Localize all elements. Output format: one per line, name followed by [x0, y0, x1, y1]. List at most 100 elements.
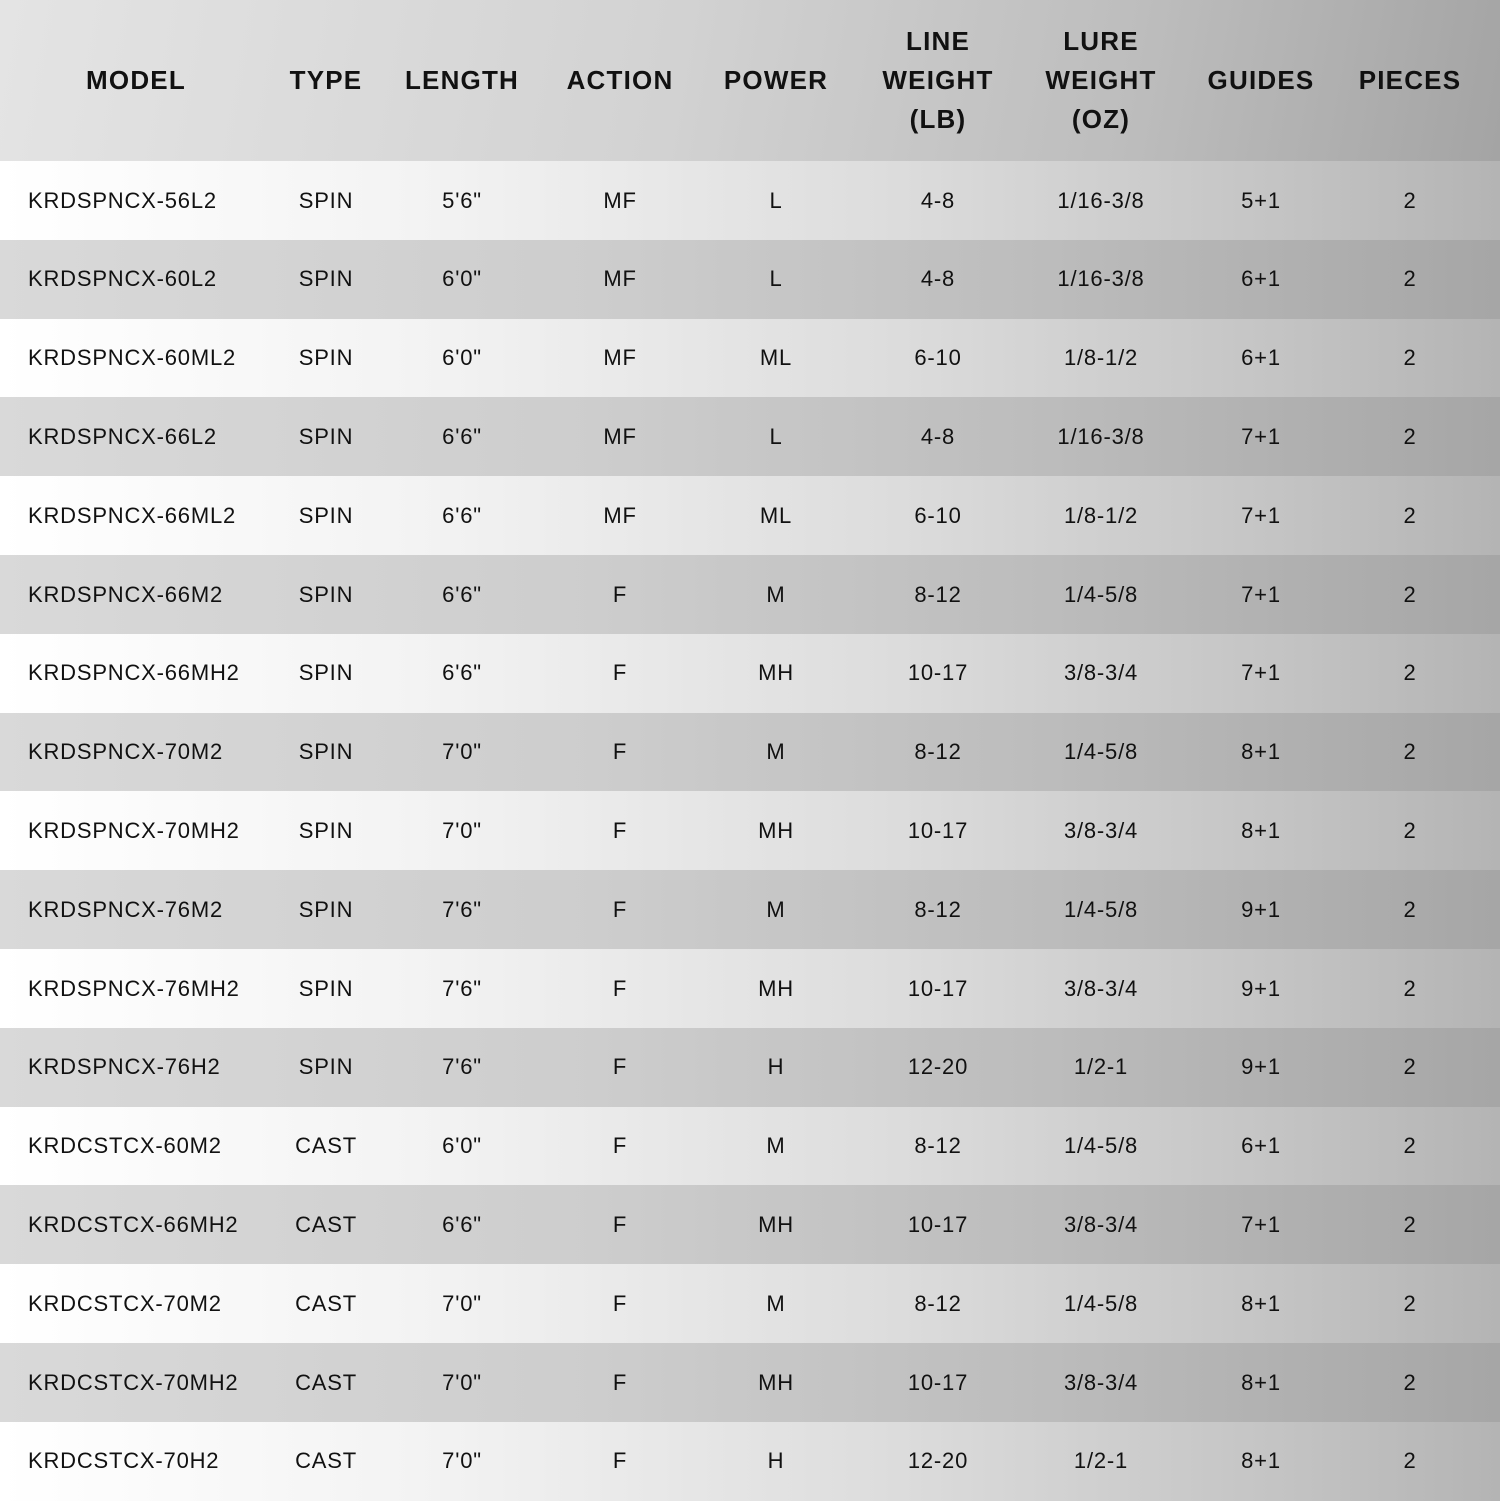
cell-length: 7'6": [442, 1054, 482, 1080]
table-row: KRDCSTCX-70MH2 CAST 7'0" F MH 10-17 3/8-3/4 8+1…: [0, 1343, 1500, 1422]
cell-power: M: [766, 1290, 786, 1316]
cell-type: SPIN: [298, 581, 354, 607]
cell-model: KRDCSTCX-66MH2: [28, 1211, 239, 1237]
cell-model: KRDSPNCX-66MH2: [28, 660, 240, 686]
cell-length: 6'6": [442, 1211, 482, 1237]
column-header-guides: GUIDES: [1207, 65, 1315, 95]
cell-type: SPIN: [298, 345, 354, 371]
cell-lure-weight: 1/16-3/8: [1057, 423, 1145, 449]
cell-type: SPIN: [298, 187, 354, 213]
cell-length: 6'6": [442, 660, 482, 686]
cell-model: KRDSPNCX-66L2: [28, 423, 217, 449]
cell-line-weight: 8-12: [914, 1133, 962, 1159]
cell-lure-weight: 1/2-1: [1073, 1448, 1129, 1474]
table-row: KRDSPNCX-66L2 SPIN 6'6" MF L 4-8 1/16-3/8 7+1 2: [0, 397, 1500, 477]
table-row: KRDSPNCX-70MH2 SPIN 7'0" F MH 10-17 3/8-3/4 8+1…: [0, 791, 1500, 871]
cell-type: SPIN: [298, 423, 354, 449]
cell-guides: 8+1: [1241, 1369, 1281, 1395]
cell-power: H: [767, 1448, 785, 1474]
cell-line-weight: 10-17: [907, 817, 969, 843]
cell-action: MF: [603, 345, 637, 371]
cell-length: 6'6": [442, 581, 482, 607]
column-header-length: LENGTH: [404, 65, 520, 95]
cell-model: KRDCSTCX-70M2: [28, 1290, 222, 1316]
cell-power: L: [769, 187, 783, 213]
cell-action: F: [612, 975, 628, 1001]
cell-line-weight: 10-17: [907, 975, 969, 1001]
cell-lure-weight: 1/4-5/8: [1063, 1133, 1139, 1159]
cell-guides: 8+1: [1241, 739, 1281, 765]
cell-line-weight: 12-20: [907, 1054, 969, 1080]
cell-lure-weight: 1/2-1: [1073, 1054, 1129, 1080]
cell-guides: 8+1: [1241, 817, 1281, 843]
cell-action: F: [612, 1369, 628, 1395]
cell-model: KRDSPNCX-60ML2: [28, 345, 237, 371]
cell-line-weight: 12-20: [907, 1448, 969, 1474]
cell-line-weight: 6-10: [914, 345, 962, 371]
cell-model: KRDCSTCX-70MH2: [28, 1369, 239, 1395]
cell-power: MH: [758, 1369, 794, 1395]
cell-line-weight: 6-10: [914, 502, 962, 528]
cell-guides: 6+1: [1241, 1133, 1281, 1159]
cell-action: MF: [603, 423, 637, 449]
cell-length: 7'6": [442, 975, 482, 1001]
column-header-model: MODEL: [86, 65, 186, 95]
cell-action: F: [612, 1448, 628, 1474]
cell-type: CAST: [295, 1290, 357, 1316]
cell-guides: 9+1: [1241, 896, 1281, 922]
cell-pieces: 2: [1403, 1448, 1417, 1474]
table-row: KRDSPNCX-76M2 SPIN 7'6" F M 8-12 1/4-5/8 9+1 2: [0, 870, 1500, 950]
cell-line-weight: 8-12: [914, 1290, 962, 1316]
cell-length: 6'0": [442, 1133, 482, 1159]
cell-type: SPIN: [298, 660, 354, 686]
cell-pieces: 2: [1403, 1133, 1417, 1159]
cell-guides: 7+1: [1241, 423, 1281, 449]
cell-model: KRDCSTCX-60M2: [28, 1133, 222, 1159]
cell-power: MH: [758, 975, 794, 1001]
cell-line-weight: 4-8: [920, 187, 956, 213]
column-header-type: TYPE: [289, 65, 363, 95]
cell-length: 6'0": [442, 345, 482, 371]
cell-model: KRDSPNCX-76MH2: [28, 975, 240, 1001]
cell-action: F: [612, 1054, 628, 1080]
cell-type: SPIN: [298, 739, 354, 765]
cell-lure-weight: 1/16-3/8: [1057, 187, 1145, 213]
cell-pieces: 2: [1403, 1211, 1417, 1237]
cell-power: M: [766, 739, 786, 765]
cell-guides: 7+1: [1241, 1211, 1281, 1237]
cell-action: F: [612, 660, 628, 686]
table-row: KRDSPNCX-66ML2 SPIN 6'6" MF ML 6-10 1/8-1/2 7+1…: [0, 476, 1500, 556]
cell-power: M: [766, 581, 786, 607]
cell-action: F: [612, 896, 628, 922]
cell-guides: 6+1: [1241, 266, 1281, 292]
table-row: KRDCSTCX-70M2 CAST 7'0" F M 8-12 1/4-5/8 8+1 2: [0, 1264, 1500, 1344]
cell-guides: 7+1: [1241, 581, 1281, 607]
cell-action: F: [612, 581, 628, 607]
cell-type: CAST: [295, 1369, 357, 1395]
cell-guides: 8+1: [1241, 1290, 1281, 1316]
table-header: MODEL TYPE LENGTH ACTION POWER LINE WEIGHT (L…: [0, 0, 1500, 161]
cell-pieces: 2: [1403, 502, 1417, 528]
cell-line-weight: 8-12: [914, 581, 962, 607]
cell-length: 7'0": [442, 1290, 482, 1316]
cell-lure-weight: 1/4-5/8: [1063, 1290, 1139, 1316]
cell-guides: 8+1: [1241, 1448, 1281, 1474]
cell-lure-weight: 1/8-1/2: [1063, 502, 1139, 528]
cell-type: CAST: [295, 1448, 357, 1474]
cell-type: SPIN: [298, 502, 354, 528]
table-row: KRDSPNCX-76H2 SPIN 7'6" F H 12-20 1/2-1 9+1 2: [0, 1027, 1500, 1107]
cell-pieces: 2: [1403, 266, 1417, 292]
table-row: KRDSPNCX-56L2 SPIN 5'6" MF L 4-8 1/16-3/8 5+1 2: [0, 161, 1500, 240]
cell-length: 6'6": [442, 502, 482, 528]
cell-action: F: [612, 739, 628, 765]
cell-power: MH: [758, 817, 794, 843]
table-row: KRDSPNCX-60ML2 SPIN 6'0" MF ML 6-10 1/8-1/2 6+1…: [0, 318, 1500, 398]
cell-model: KRDSPNCX-76H2: [28, 1054, 221, 1080]
cell-pieces: 2: [1403, 345, 1417, 371]
cell-pieces: 2: [1403, 423, 1417, 449]
cell-pieces: 2: [1403, 1290, 1417, 1316]
cell-model: KRDSPNCX-56L2: [28, 187, 217, 213]
table-row: KRDSPNCX-66M2 SPIN 6'6" F M 8-12 1/4-5/8 7+1 2: [0, 555, 1500, 634]
cell-action: F: [612, 1290, 628, 1316]
cell-pieces: 2: [1403, 1054, 1417, 1080]
